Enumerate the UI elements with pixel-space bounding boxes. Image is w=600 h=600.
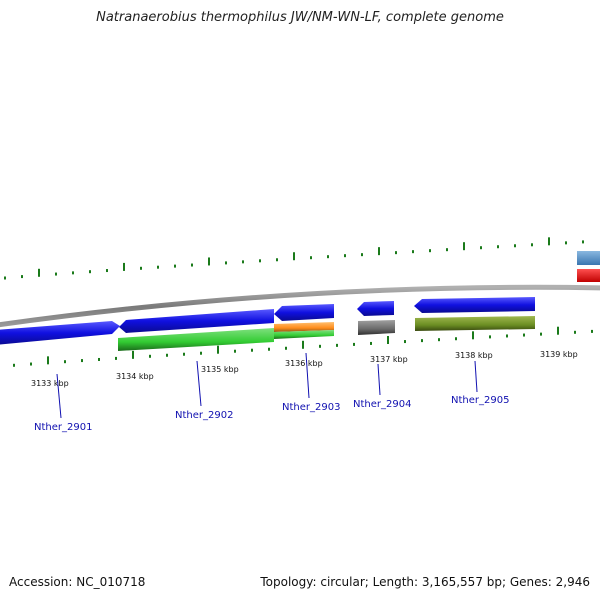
- feature-orange: [274, 322, 334, 332]
- outer-tick-marks: [4, 237, 584, 280]
- kbp-label-3137: 3137 kbp: [370, 355, 408, 364]
- inner-tick-marks: [13, 326, 593, 367]
- feature-gray: [358, 320, 395, 335]
- gene-nther-2901-arrow: [0, 321, 120, 345]
- genome-summary-text: Topology: circular; Length: 3,165,557 bp…: [260, 575, 590, 589]
- genome-backbone: [0, 284, 600, 328]
- feature-red: [577, 269, 600, 282]
- gene-nther-2903-arrow: [274, 304, 334, 321]
- gene-leader-2903: [305, 352, 310, 399]
- gene-label-nther-2905: Nther_2905: [451, 395, 509, 406]
- gene-label-nther-2902: Nther_2902: [175, 410, 233, 421]
- kbp-label-3136: 3136 kbp: [285, 359, 323, 368]
- kbp-label-3134: 3134 kbp: [116, 372, 154, 381]
- gene-leader-2902: [196, 360, 202, 407]
- kbp-label-3133: 3133 kbp: [31, 379, 69, 388]
- gene-leader-2905: [474, 360, 478, 393]
- gene-leader-2901: [56, 373, 62, 419]
- gene-nther-2902-arrow: [119, 309, 274, 333]
- map-title: Natranaerobius thermophilus JW/NM-WN-LF,…: [96, 10, 504, 25]
- gene-leader-2904: [377, 363, 381, 396]
- gene-label-nther-2904: Nther_2904: [353, 399, 411, 410]
- feature-olive: [415, 316, 535, 331]
- feature-steel-blue: [577, 251, 600, 265]
- kbp-label-3138: 3138 kbp: [455, 351, 493, 360]
- gene-label-nther-2901: Nther_2901: [34, 422, 92, 433]
- gene-nther-2905-arrow: [414, 297, 535, 313]
- gene-label-nther-2903: Nther_2903: [282, 402, 340, 413]
- feature-green: [118, 328, 274, 351]
- feature-green-small: [274, 330, 334, 339]
- kbp-label-3139: 3139 kbp: [540, 350, 578, 359]
- accession-text: Accession: NC_010718: [9, 575, 146, 589]
- kbp-label-3135: 3135 kbp: [201, 365, 239, 374]
- gene-nther-2904-arrow: [357, 301, 394, 316]
